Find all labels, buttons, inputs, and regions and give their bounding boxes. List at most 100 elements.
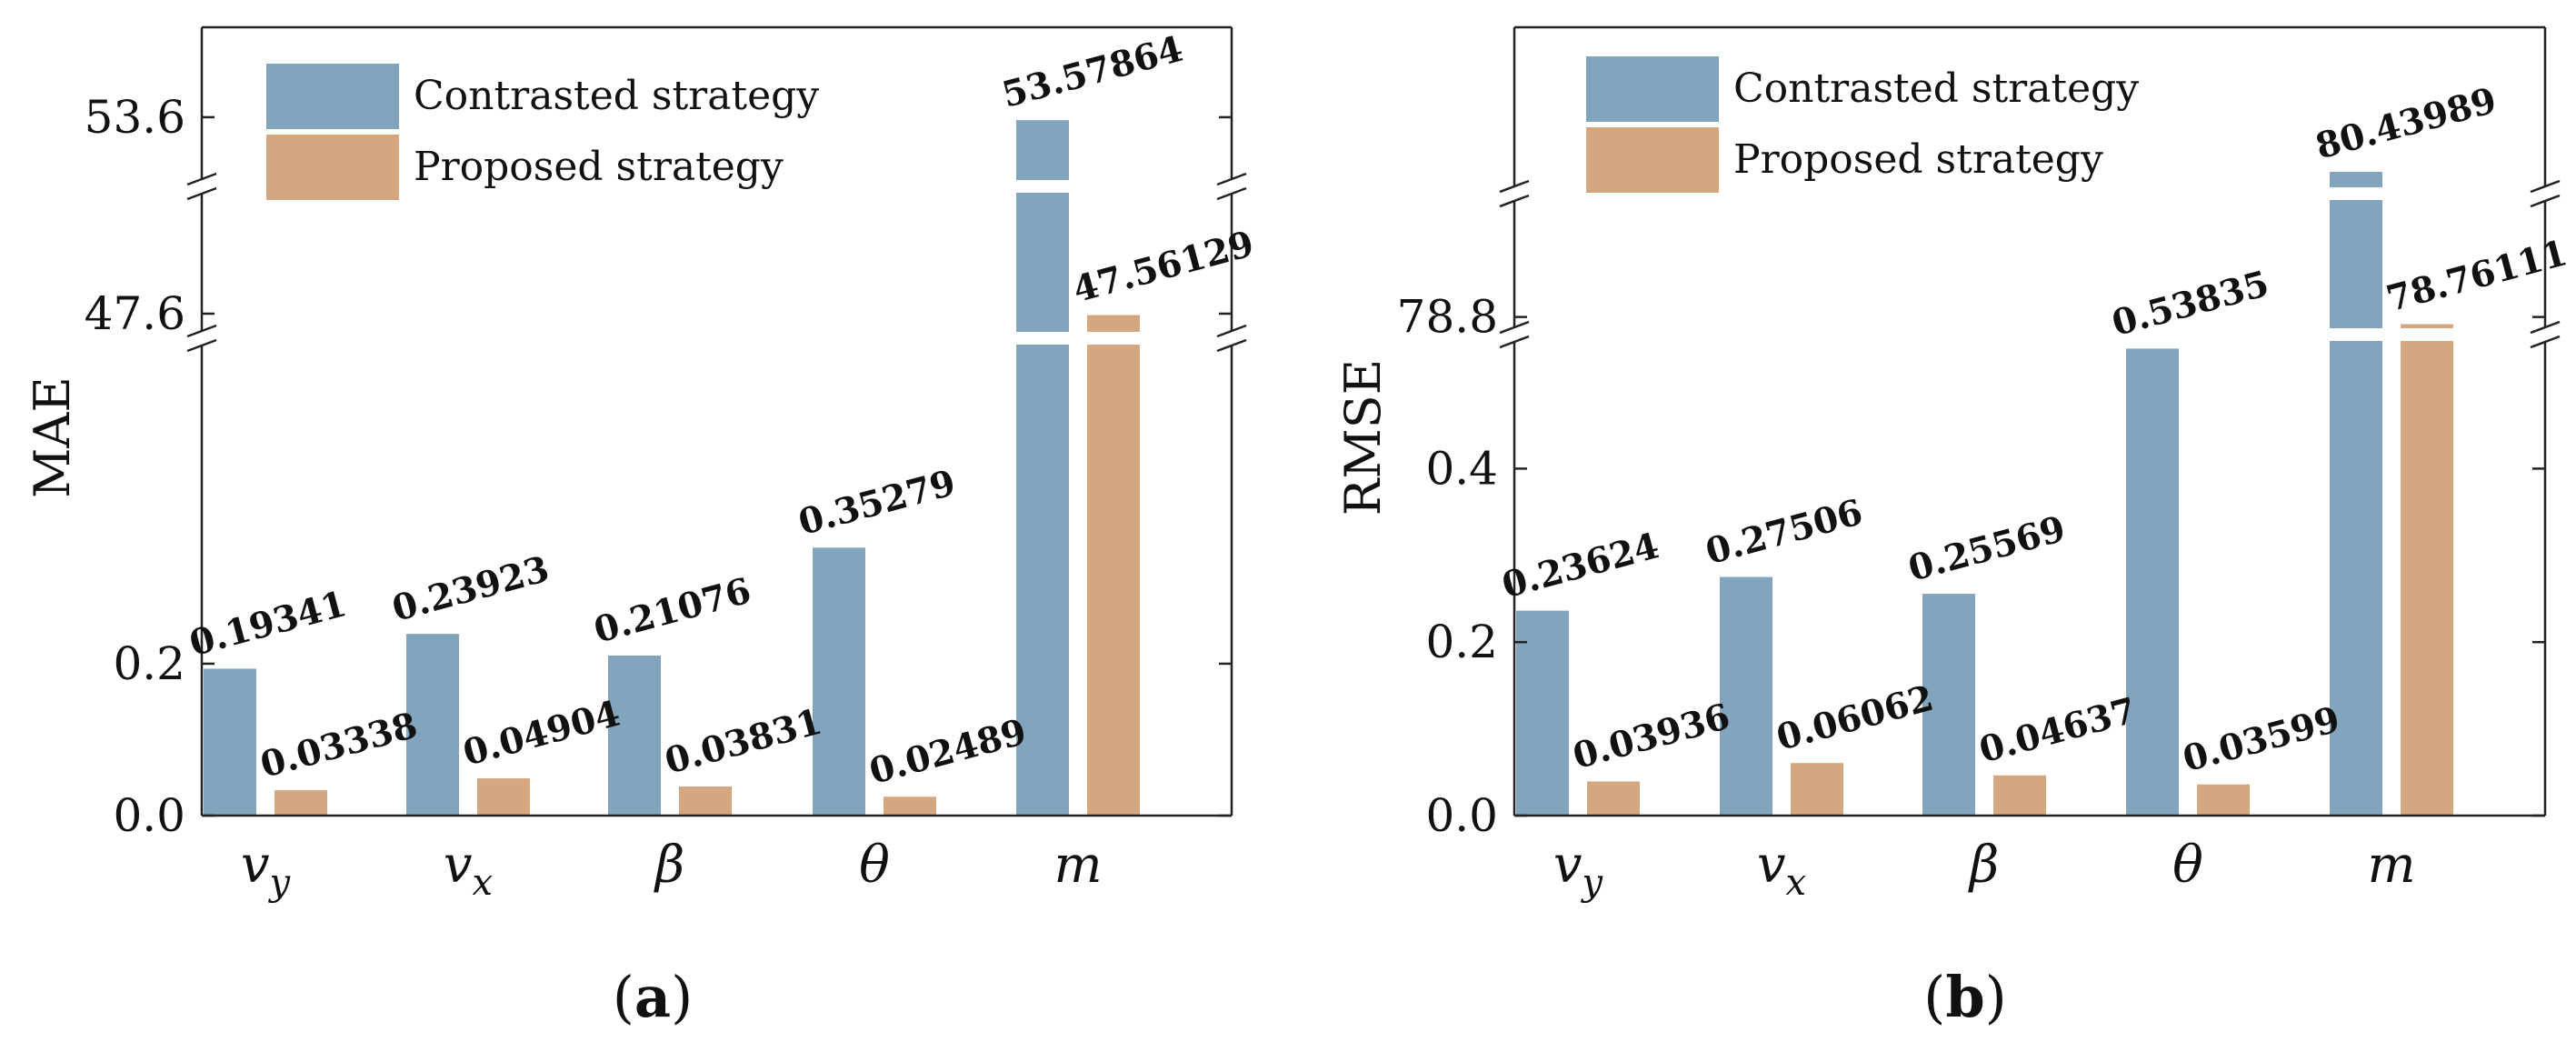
category-label-main: β <box>654 836 684 895</box>
y-tick-label: 53.6 <box>85 91 185 144</box>
y-tick-label: 0.4 <box>1425 442 1498 495</box>
axis-break-mark <box>1499 194 1530 208</box>
y-tick-label: 0.0 <box>113 789 185 842</box>
axis-break-mark <box>1216 172 1247 186</box>
axis-break-mark <box>1216 324 1247 338</box>
panel-label: (a) <box>613 964 694 1030</box>
data-label: 0.03831 <box>661 701 826 783</box>
panel-label-open: ( <box>1923 964 1945 1030</box>
y-axis-label: RMSE <box>1334 359 1392 516</box>
data-label: 0.04904 <box>459 693 624 775</box>
axis-break-mark <box>1216 186 1247 201</box>
category-label: m <box>1053 836 1102 895</box>
data-label: 0.21076 <box>590 570 755 652</box>
bar-contrasted-3 <box>2126 348 2179 816</box>
data-label: 0.27506 <box>1702 491 1867 573</box>
category-label: vy <box>1553 836 1604 904</box>
axis-break-mark <box>2530 194 2561 208</box>
bar-proposed-3 <box>884 797 936 816</box>
panel-label-open: ( <box>613 964 634 1030</box>
axis-break-mark <box>186 338 217 353</box>
panel-label: (b) <box>1923 964 2007 1030</box>
category-label: m <box>2367 836 2415 895</box>
bar-contrasted-1 <box>1720 576 1772 816</box>
data-label: 0.19341 <box>185 583 351 665</box>
category-label: β <box>1968 836 1999 895</box>
bar-break-gap <box>2329 328 2383 341</box>
bar-proposed-3 <box>2197 784 2250 816</box>
axis-break-mark <box>2530 179 2561 194</box>
category-label-main: θ <box>2172 836 2203 895</box>
category-label-main: v <box>1757 836 1786 895</box>
data-label: 0.03338 <box>256 705 422 786</box>
y-tick-label: 0.0 <box>1425 789 1498 842</box>
bar-contrasted-2 <box>608 655 661 816</box>
legend-label: Proposed strategy <box>414 144 784 190</box>
category-label: vx <box>1757 836 1806 904</box>
bar-contrasted-0 <box>1516 610 1569 816</box>
data-label: 0.03599 <box>2179 698 2344 780</box>
axis-break-mark <box>1499 179 1530 194</box>
axis-break-mark <box>2530 320 2561 335</box>
y-tick-label: 0.2 <box>113 637 185 690</box>
bar-proposed-0 <box>275 790 327 816</box>
y-tick-label: 0.2 <box>1425 616 1498 668</box>
bar-contrasted-0 <box>204 668 256 816</box>
panel-label-close: ) <box>671 964 693 1030</box>
axis-break-mark <box>1216 338 1247 353</box>
axis-break-mark <box>1499 335 1530 349</box>
category-label-main: m <box>1053 836 1102 895</box>
axis-break-mark <box>186 172 217 186</box>
panel-label-letter: a <box>634 964 671 1030</box>
legend-label: Proposed strategy <box>1733 136 2103 183</box>
category-label-sub: x <box>1786 862 1807 904</box>
category-label-sub: y <box>268 862 292 904</box>
data-label: 0.06062 <box>1772 677 1938 759</box>
axis-break-mark <box>2530 335 2561 349</box>
axis-break-mark <box>186 324 217 338</box>
bar-contrasted-4 <box>2330 171 2382 817</box>
bar-break-gap <box>1086 332 1141 345</box>
data-label: 47.56129 <box>1069 223 1259 311</box>
category-label-main: v <box>241 836 270 895</box>
category-label: β <box>654 836 684 895</box>
panel-label-close: ) <box>1985 964 2007 1030</box>
bar-proposed-1 <box>1791 763 1843 816</box>
data-label: 0.03936 <box>1569 696 1734 777</box>
bar-break-gap <box>1015 180 1070 193</box>
data-label: 0.35279 <box>794 462 960 544</box>
legend-swatch-contrasted <box>266 64 399 129</box>
category-label: vy <box>241 836 292 904</box>
category-label: vx <box>444 836 493 904</box>
bar-contrasted-4 <box>1016 120 1069 817</box>
axis-break-mark <box>186 186 217 201</box>
category-label-sub: x <box>473 862 494 904</box>
data-label: 80.43989 <box>2311 79 2501 167</box>
bar-proposed-1 <box>477 778 530 816</box>
category-label-main: m <box>2367 836 2415 895</box>
legend-label: Contrasted strategy <box>1733 65 2139 112</box>
data-label: 0.02489 <box>865 711 1031 793</box>
bar-break-gap <box>2400 328 2454 341</box>
legend-label: Contrasted strategy <box>414 73 819 119</box>
bar-proposed-4 <box>1087 315 1140 816</box>
legend-swatch-proposed <box>1586 127 1719 193</box>
bar-proposed-2 <box>1993 775 2046 816</box>
axis-break-mark <box>1499 320 1530 335</box>
legend-swatch-contrasted <box>1586 56 1719 122</box>
bar-contrasted-2 <box>1922 594 1975 816</box>
category-label-main: v <box>444 836 473 895</box>
data-label: 0.04637 <box>1975 689 2141 771</box>
bar-contrasted-3 <box>813 547 865 816</box>
data-label: 0.23923 <box>388 548 554 630</box>
data-label: 78.76111 <box>2382 232 2572 320</box>
bar-proposed-2 <box>679 786 732 816</box>
data-label: 0.23624 <box>1498 525 1663 606</box>
y-axis-label: MAE <box>24 376 81 498</box>
bar-break-gap <box>1015 332 1070 345</box>
y-tick-label: 78.8 <box>1397 291 1498 344</box>
data-label: 0.53835 <box>2108 263 2273 345</box>
